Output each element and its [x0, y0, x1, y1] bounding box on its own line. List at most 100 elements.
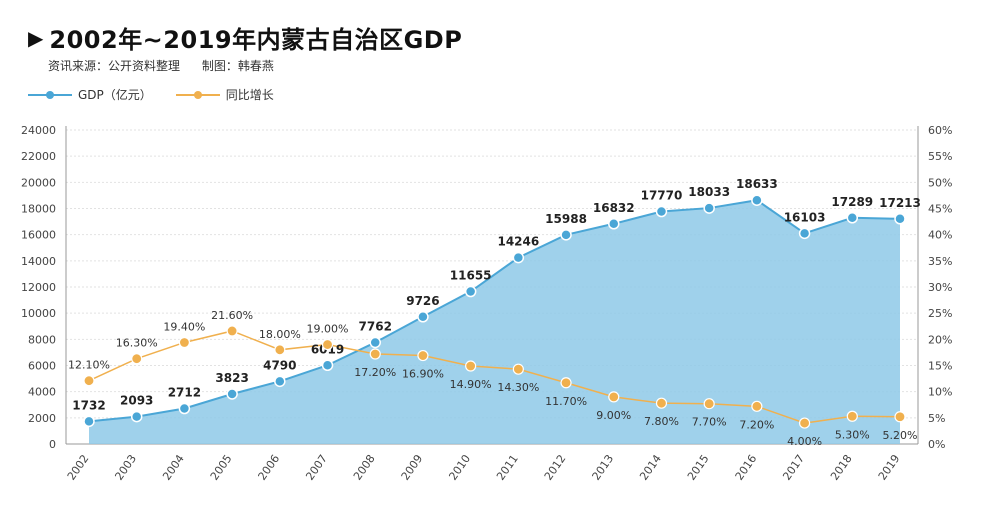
y-right-tick-label: 40%	[928, 229, 952, 242]
legend-label-gdp: GDP（亿元）	[78, 88, 152, 102]
author-text: 制图：韩春燕	[201, 59, 274, 73]
growth-data-label: 16.30%	[116, 337, 158, 350]
meta-row: 资讯来源：公开资料整理 制图：韩春燕	[48, 57, 292, 74]
x-tick-label: 2010	[446, 452, 473, 482]
gdp-point	[83, 415, 95, 428]
x-tick-label: 2016	[733, 452, 760, 482]
gdp-point	[512, 251, 525, 264]
growth-data-label: 17.20%	[354, 366, 396, 379]
y-right-tick-label: 25%	[928, 307, 952, 320]
y-right-tick-label: 0%	[928, 438, 945, 451]
growth-point	[894, 411, 906, 423]
x-tick-label: 2011	[494, 452, 521, 482]
x-tick-label: 2013	[590, 452, 617, 482]
gdp-data-label: 7762	[359, 319, 392, 333]
gdp-data-label: 18633	[736, 177, 778, 191]
growth-point	[274, 344, 286, 356]
y-right-tick-label: 5%	[928, 412, 945, 425]
growth-point	[512, 363, 524, 375]
gdp-data-label: 16103	[784, 210, 826, 224]
legend-swatch-gdp	[28, 89, 72, 101]
gdp-point	[560, 229, 572, 241]
growth-data-label: 5.30%	[835, 428, 870, 441]
x-tick-label: 2009	[399, 452, 426, 482]
gdp-area	[89, 200, 900, 444]
x-tick-label: 2007	[303, 452, 330, 482]
y-left-tick-label: 24000	[21, 124, 56, 137]
title-row: ▶ 2002年~2019年内蒙古自治区GDP	[28, 20, 462, 55]
growth-data-label: 18.00%	[259, 328, 301, 341]
title-marker-icon: ▶	[28, 25, 44, 50]
gdp-data-label: 17289	[831, 195, 873, 209]
growth-data-label: 16.90%	[402, 368, 444, 381]
growth-point	[751, 400, 763, 412]
y-left-tick-label: 6000	[28, 360, 56, 373]
x-tick-label: 2019	[876, 452, 903, 482]
legend-label-growth: 同比增长	[225, 88, 274, 102]
gdp-point	[608, 218, 620, 230]
x-tick-label: 2008	[351, 452, 378, 482]
growth-point	[465, 360, 477, 372]
gdp-point	[894, 213, 906, 225]
growth-point	[131, 353, 143, 365]
gdp-data-label: 17770	[641, 189, 683, 203]
y-right-tick-label: 20%	[928, 333, 952, 346]
gdp-point	[703, 202, 715, 214]
y-left-tick-label: 20000	[21, 176, 56, 189]
growth-point	[798, 417, 811, 429]
growth-data-label: 21.60%	[211, 309, 253, 322]
gdp-point	[464, 285, 477, 298]
x-tick-label: 2003	[112, 452, 139, 482]
growth-data-label: 7.80%	[644, 415, 679, 428]
source-text: 资讯来源：公开资料整理	[48, 59, 181, 73]
y-left-tick-label: 2000	[28, 412, 56, 425]
y-right-tick-label: 35%	[928, 255, 952, 268]
chart-title: 2002年~2019年内蒙古自治区GDP	[49, 26, 463, 54]
growth-point	[369, 348, 381, 360]
y-left-tick-label: 22000	[21, 150, 56, 163]
growth-point	[560, 377, 572, 389]
gdp-point	[130, 410, 143, 423]
gdp-data-label: 11655	[450, 269, 492, 283]
gdp-data-label: 14246	[497, 235, 539, 249]
gdp-point	[274, 375, 286, 388]
gdp-data-label: 15988	[545, 212, 587, 226]
y-right-tick-label: 45%	[928, 203, 952, 216]
legend-item-growth: 同比增长	[175, 86, 274, 103]
x-tick-label: 2012	[542, 452, 569, 482]
y-left-tick-label: 4000	[28, 386, 56, 399]
gdp-data-label: 2093	[120, 394, 153, 408]
growth-data-label: 7.20%	[739, 418, 774, 431]
y-left-tick-label: 18000	[21, 203, 56, 216]
growth-data-label: 19.40%	[163, 320, 205, 333]
growth-data-label: 9.00%	[596, 409, 631, 422]
growth-point	[703, 398, 715, 410]
growth-data-label: 11.70%	[545, 395, 587, 408]
y-right-tick-label: 55%	[928, 150, 952, 163]
y-right-tick-label: 30%	[928, 281, 952, 294]
gdp-data-label: 9726	[406, 294, 439, 308]
y-right-tick-label: 10%	[928, 386, 952, 399]
growth-point	[321, 338, 334, 351]
gdp-data-label: 1732	[72, 398, 105, 412]
gdp-point	[178, 402, 191, 415]
gdp-data-label: 16832	[593, 201, 635, 215]
growth-data-label: 7.70%	[692, 416, 727, 429]
growth-data-label: 4.00%	[787, 435, 822, 448]
gdp-point	[751, 194, 763, 206]
legend-swatch-growth	[175, 89, 220, 101]
growth-point	[178, 336, 191, 349]
gdp-point	[798, 227, 811, 240]
growth-point	[226, 325, 238, 337]
growth-data-label: 19.00%	[307, 323, 349, 336]
x-tick-label: 2018	[828, 452, 855, 482]
y-left-tick-label: 12000	[21, 281, 56, 294]
gdp-point	[417, 311, 429, 323]
legend-item-gdp: GDP（亿元）	[28, 86, 152, 103]
gdp-data-label: 2712	[168, 386, 201, 400]
x-tick-label: 2004	[160, 452, 187, 482]
gdp-point	[321, 359, 334, 372]
growth-data-label: 12.10%	[68, 359, 110, 372]
gdp-data-label: 17213	[879, 196, 921, 210]
